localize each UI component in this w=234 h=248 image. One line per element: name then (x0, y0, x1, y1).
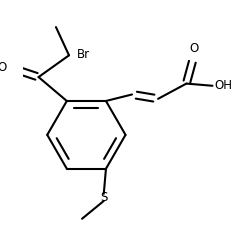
Text: S: S (100, 190, 107, 204)
Text: O: O (189, 42, 199, 55)
Text: OH: OH (215, 79, 233, 92)
Text: Br: Br (77, 48, 90, 61)
Text: O: O (0, 61, 7, 74)
